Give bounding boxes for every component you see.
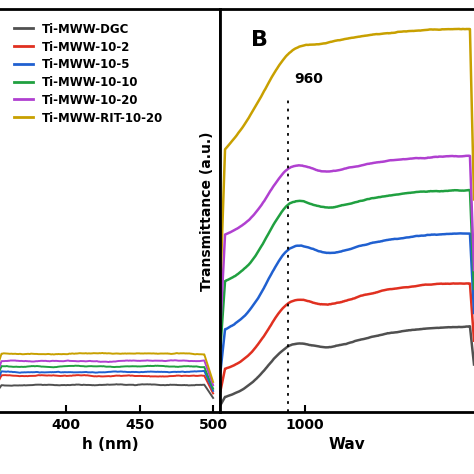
- Line: Ti-MWW-10-10: Ti-MWW-10-10: [0, 365, 213, 389]
- Ti-MWW-10-10: [210, 386, 216, 392]
- Line: Ti-MWW-RIT-10-20: Ti-MWW-RIT-10-20: [0, 353, 213, 382]
- Ti-MWW-RIT-10-20: [121, 351, 127, 356]
- Line: Ti-MWW-10-20: Ti-MWW-10-20: [0, 360, 213, 386]
- Ti-MWW-10-10: [176, 364, 182, 370]
- Ti-MWW-RIT-10-20: [100, 350, 105, 356]
- Ti-MWW-10-20: [191, 358, 196, 364]
- Ti-MWW-DGC: [122, 382, 128, 388]
- Ti-MWW-10-2: [122, 373, 128, 379]
- Line: Ti-MWW-10-2: Ti-MWW-10-2: [0, 375, 213, 393]
- Ti-MWW-10-2: [191, 373, 196, 378]
- Ti-MWW-DGC: [176, 383, 182, 388]
- Ti-MWW-DGC: [121, 382, 127, 388]
- Ti-MWW-DGC: [191, 383, 196, 388]
- Legend: Ti-MWW-DGC, Ti-MWW-10-2, Ti-MWW-10-5, Ti-MWW-10-10, Ti-MWW-10-20, Ti-MWW-RIT-10-: Ti-MWW-DGC, Ti-MWW-10-2, Ti-MWW-10-5, Ti…: [10, 19, 167, 128]
- Ti-MWW-10-5: [210, 388, 216, 394]
- Ti-MWW-10-10: [191, 364, 196, 369]
- Ti-MWW-10-10: [73, 363, 78, 368]
- Ti-MWW-RIT-10-20: [191, 351, 196, 357]
- Ti-MWW-10-20: [120, 358, 126, 364]
- Ti-MWW-DGC: [114, 382, 119, 387]
- Ti-MWW-10-10: [121, 364, 127, 369]
- Line: Ti-MWW-DGC: Ti-MWW-DGC: [0, 384, 213, 398]
- X-axis label: Wav: Wav: [329, 438, 365, 453]
- Ti-MWW-10-20: [210, 383, 216, 388]
- X-axis label: h (nm): h (nm): [82, 438, 138, 453]
- Ti-MWW-10-5: [190, 369, 195, 374]
- Ti-MWW-RIT-10-20: [210, 379, 216, 385]
- Ti-MWW-RIT-10-20: [122, 351, 128, 356]
- Ti-MWW-10-2: [75, 372, 81, 378]
- Ti-MWW-10-5: [125, 369, 130, 375]
- Y-axis label: Transmittance (a.u.): Transmittance (a.u.): [200, 131, 213, 291]
- Ti-MWW-10-20: [172, 357, 178, 363]
- Ti-MWW-10-2: [210, 391, 216, 396]
- Ti-MWW-10-2: [176, 373, 182, 378]
- Ti-MWW-10-5: [201, 368, 206, 374]
- Ti-MWW-10-2: [126, 373, 131, 378]
- Ti-MWW-10-2: [121, 373, 127, 379]
- Ti-MWW-10-5: [120, 369, 126, 374]
- Ti-MWW-DGC: [210, 395, 216, 401]
- Text: 960: 960: [294, 73, 323, 86]
- Ti-MWW-DGC: [126, 382, 131, 388]
- Ti-MWW-10-20: [176, 358, 182, 364]
- Ti-MWW-10-20: [125, 358, 130, 364]
- Ti-MWW-RIT-10-20: [176, 351, 182, 356]
- Ti-MWW-10-20: [121, 358, 127, 364]
- Line: Ti-MWW-10-5: Ti-MWW-10-5: [0, 371, 213, 391]
- Ti-MWW-10-5: [176, 369, 182, 374]
- Ti-MWW-10-5: [121, 369, 127, 374]
- Text: B: B: [251, 30, 268, 50]
- Ti-MWW-RIT-10-20: [126, 351, 131, 356]
- Ti-MWW-10-10: [122, 364, 128, 369]
- Ti-MWW-10-10: [126, 364, 131, 369]
